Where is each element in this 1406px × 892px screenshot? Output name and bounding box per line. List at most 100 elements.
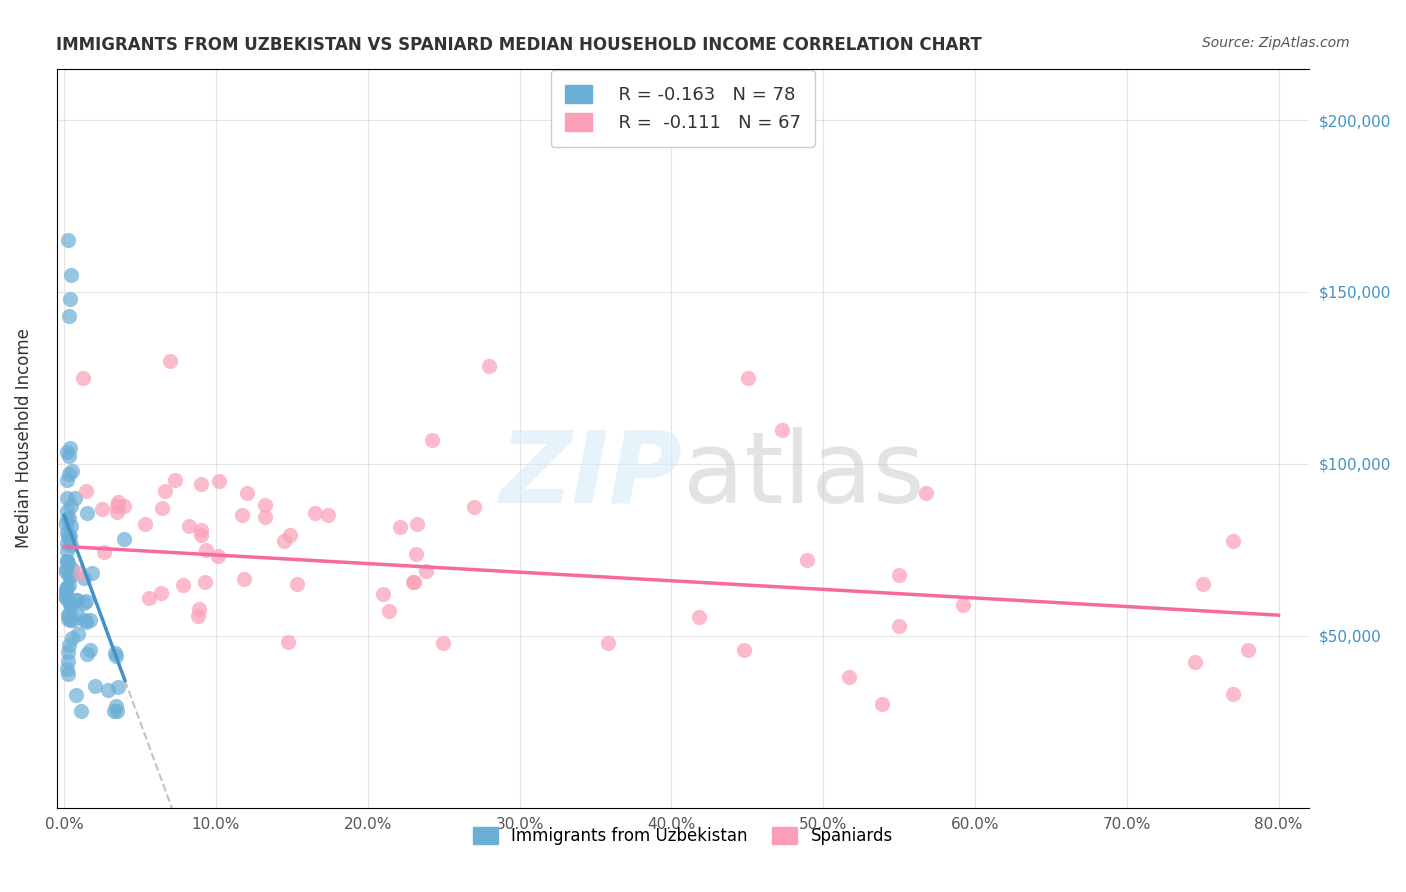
Point — [105, 499, 128, 513]
Point — [76, 647, 98, 661]
Point — [55, 524, 77, 539]
Point — [55, 582, 77, 596]
Point — [59, 292, 82, 306]
Point — [163, 473, 186, 487]
Point — [75, 615, 97, 630]
Point — [207, 549, 229, 563]
Point — [134, 517, 156, 532]
Point — [55, 512, 77, 526]
Point — [402, 574, 425, 589]
Point — [733, 642, 755, 657]
Point — [478, 359, 501, 373]
Point — [60, 562, 83, 576]
Point — [177, 519, 200, 533]
Point — [79, 642, 101, 657]
Point — [190, 523, 212, 537]
Point — [56, 612, 79, 626]
Point — [69, 566, 91, 580]
Point — [389, 520, 412, 534]
Point — [188, 602, 211, 616]
Point — [59, 519, 82, 533]
Point — [66, 593, 89, 607]
Point — [58, 532, 80, 546]
Point — [56, 580, 79, 594]
Point — [105, 649, 128, 664]
Point — [316, 508, 339, 522]
Point — [56, 535, 79, 549]
Point — [72, 371, 94, 385]
Point — [796, 553, 818, 567]
Point — [420, 433, 443, 447]
Point — [58, 666, 80, 681]
Point — [105, 505, 128, 519]
Point — [58, 607, 80, 621]
Point — [887, 619, 910, 633]
Point — [65, 593, 87, 607]
Point — [415, 564, 437, 578]
Point — [187, 609, 209, 624]
Point — [112, 500, 135, 514]
Point — [1184, 655, 1206, 669]
Point — [59, 568, 82, 582]
Point — [285, 577, 308, 591]
Point — [55, 591, 77, 605]
Point — [66, 607, 89, 622]
Point — [253, 498, 276, 512]
Point — [236, 486, 259, 500]
Point — [58, 654, 80, 668]
Point — [70, 705, 93, 719]
Point — [58, 578, 80, 592]
Point — [56, 445, 79, 459]
Y-axis label: Median Household Income: Median Household Income — [15, 328, 32, 548]
Point — [737, 371, 759, 385]
Point — [107, 705, 129, 719]
Point — [402, 575, 425, 590]
Point — [190, 528, 212, 542]
Point — [59, 500, 82, 514]
Point — [377, 604, 399, 618]
Point — [371, 587, 394, 601]
Point — [56, 529, 79, 543]
Point — [75, 594, 97, 608]
Point — [58, 638, 80, 652]
Point — [195, 543, 218, 558]
Point — [208, 474, 231, 488]
Point — [149, 586, 172, 600]
Point — [56, 645, 79, 659]
Point — [952, 598, 974, 612]
Point — [56, 504, 79, 518]
Point — [1237, 643, 1260, 657]
Point — [688, 610, 710, 624]
Text: IMMIGRANTS FROM UZBEKISTAN VS SPANIARD MEDIAN HOUSEHOLD INCOME CORRELATION CHART: IMMIGRANTS FROM UZBEKISTAN VS SPANIARD M… — [56, 36, 981, 54]
Point — [1222, 687, 1244, 701]
Point — [194, 575, 217, 590]
Point — [76, 506, 98, 520]
Point — [56, 607, 79, 622]
Point — [75, 483, 97, 498]
Point — [172, 578, 194, 592]
Point — [405, 547, 427, 561]
Point — [79, 613, 101, 627]
Point — [55, 590, 77, 604]
Point — [55, 562, 77, 576]
Point — [278, 528, 301, 542]
Point — [104, 646, 127, 660]
Point — [60, 268, 83, 282]
Point — [406, 517, 429, 532]
Point — [73, 571, 96, 585]
Point — [56, 473, 79, 487]
Point — [58, 595, 80, 609]
Point — [72, 596, 94, 610]
Point — [59, 596, 82, 610]
Point — [150, 501, 173, 516]
Point — [598, 635, 620, 649]
Point — [58, 309, 80, 323]
Point — [60, 464, 83, 478]
Point — [159, 353, 181, 368]
Point — [153, 483, 176, 498]
Point — [58, 556, 80, 570]
Point — [59, 529, 82, 543]
Point — [91, 502, 114, 516]
Point — [60, 539, 83, 553]
Point — [304, 506, 326, 520]
